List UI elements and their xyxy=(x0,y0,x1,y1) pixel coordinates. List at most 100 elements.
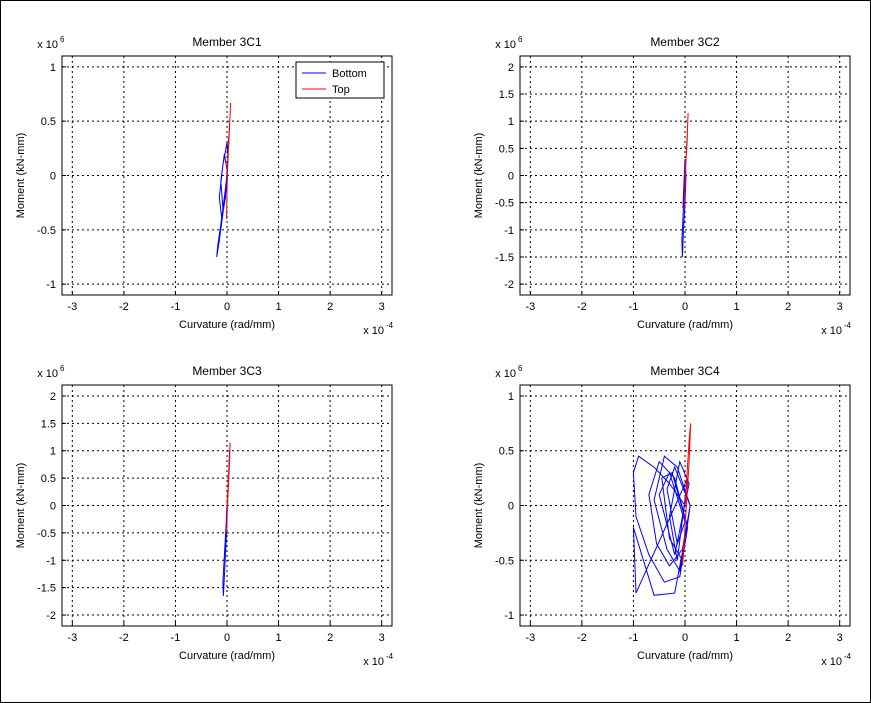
chart-title: Member 3C1 xyxy=(192,35,262,49)
x-axis-label: Curvature (rad/mm) xyxy=(179,650,275,662)
chart-panel-2: -3 -2 -1 0 1 2 3 -2 -1.5 -1 -0.5 0 0.5 1 1.5 2 Member 3C… xyxy=(473,35,852,337)
y-exponent-power: 6 xyxy=(60,364,65,373)
chart-title: Member 3C2 xyxy=(650,35,720,49)
y-tick-label: 1 xyxy=(50,446,56,458)
x-tick-label: 0 xyxy=(224,301,230,313)
y-axis-label: Moment (kN-mm) xyxy=(15,133,27,219)
series-line-bottom xyxy=(632,455,691,596)
y-tick-label: 0 xyxy=(508,501,514,513)
x-axis-label: Curvature (rad/mm) xyxy=(179,319,275,331)
x-exponent-power: -4 xyxy=(844,321,852,330)
x-exponent-label: x 10 xyxy=(363,325,384,337)
series-line-top xyxy=(226,442,231,533)
x-exponent-label: x 10 xyxy=(821,325,842,337)
y-exponent-power: 6 xyxy=(518,35,523,44)
x-tick-label: -3 xyxy=(67,632,77,644)
y-axis-label: Moment (kN-mm) xyxy=(473,463,485,549)
y-tick-label: 0.5 xyxy=(41,473,56,485)
x-tick-label: -2 xyxy=(577,632,587,644)
chart-title: Member 3C3 xyxy=(192,364,262,378)
chart-panel-1: -3 -2 -1 0 1 2 3 -1 -0.5 0 0.5 1 Member 3C1 Curvature… xyxy=(15,35,394,337)
x-tick-label: 1 xyxy=(734,301,740,313)
y-exponent-power: 6 xyxy=(60,35,65,44)
x-tick-label: -1 xyxy=(171,632,181,644)
x-tick-label: 1 xyxy=(276,301,282,313)
y-tick-label: 0.5 xyxy=(499,446,514,458)
legend: Bottom Top xyxy=(295,61,385,99)
y-tick-label: -2 xyxy=(504,279,514,291)
y-tick-label: -0.5 xyxy=(37,528,56,540)
y-exponent-label: x 10 xyxy=(495,368,516,380)
x-tick-label: -2 xyxy=(119,632,129,644)
x-tick-label: -1 xyxy=(629,632,639,644)
y-tick-label: 2 xyxy=(508,62,514,74)
x-tick-label: 0 xyxy=(224,632,230,644)
y-tick-label: 0.5 xyxy=(41,116,56,128)
series-line-top xyxy=(226,102,232,220)
x-tick-label: 2 xyxy=(785,632,791,644)
y-exponent-label: x 10 xyxy=(37,39,58,51)
x-axis-label: Curvature (rad/mm) xyxy=(637,319,733,331)
y-tick-label: 1 xyxy=(508,391,514,403)
x-tick-label: 2 xyxy=(327,301,333,313)
x-tick-label: 2 xyxy=(327,632,333,644)
y-tick-label: 1 xyxy=(50,62,56,74)
y-tick-label: -2 xyxy=(46,610,56,622)
x-exponent-label: x 10 xyxy=(821,656,842,668)
y-tick-label: -0.5 xyxy=(495,198,514,210)
chart-title: Member 3C4 xyxy=(650,364,720,378)
chart-panel-3: -3 -2 -1 0 1 2 3 -2 -1.5 -1 -0.5 0 0.5 1 1.5 2 Member 3C… xyxy=(15,364,394,668)
legend-box xyxy=(295,61,385,99)
y-exponent-label: x 10 xyxy=(495,39,516,51)
y-tick-label: 1.5 xyxy=(41,418,56,430)
x-tick-label: 0 xyxy=(682,301,688,313)
x-tick-label: -1 xyxy=(629,301,639,313)
x-tick-label: -2 xyxy=(577,301,587,313)
x-exponent-power: -4 xyxy=(386,652,394,661)
y-tick-label: -1 xyxy=(504,610,514,622)
x-tick-label: -3 xyxy=(525,301,535,313)
x-axis-label: Curvature (rad/mm) xyxy=(637,650,733,662)
x-tick-label: -1 xyxy=(171,301,181,313)
x-tick-label: -2 xyxy=(119,301,129,313)
y-tick-label: -1 xyxy=(46,555,56,567)
y-tick-label: -1 xyxy=(504,225,514,237)
series-line-top xyxy=(683,112,689,209)
y-tick-label: 0 xyxy=(50,171,56,183)
y-tick-label: 1.5 xyxy=(499,89,514,101)
y-axis-label: Moment (kN-mm) xyxy=(473,133,485,219)
y-tick-label: -0.5 xyxy=(37,225,56,237)
y-tick-label: -0.5 xyxy=(495,555,514,567)
x-tick-label: 3 xyxy=(837,301,843,313)
x-tick-label: 1 xyxy=(734,632,740,644)
series-line-bottom xyxy=(216,137,229,258)
y-tick-label: 0 xyxy=(50,501,56,513)
x-exponent-power: -4 xyxy=(844,652,852,661)
y-exponent-power: 6 xyxy=(518,364,523,373)
x-tick-label: 2 xyxy=(785,301,791,313)
legend-label-bottom: Bottom xyxy=(332,68,367,80)
y-tick-label: -1.5 xyxy=(37,583,56,595)
x-exponent-label: x 10 xyxy=(363,656,384,668)
series-line-top xyxy=(681,423,692,566)
y-tick-label: 2 xyxy=(50,391,56,403)
x-tick-label: 3 xyxy=(837,632,843,644)
x-tick-label: -3 xyxy=(525,632,535,644)
y-tick-label: -1.5 xyxy=(495,252,514,264)
x-tick-label: 0 xyxy=(682,632,688,644)
y-tick-label: 0.5 xyxy=(499,143,514,155)
legend-label-top: Top xyxy=(332,84,350,96)
chart-panel-4: -3 -2 -1 0 1 2 3 -1 -0.5 0 0.5 1 Member 3C4 Curvature… xyxy=(473,364,852,668)
y-tick-label: 0 xyxy=(508,171,514,183)
x-exponent-power: -4 xyxy=(386,321,394,330)
y-tick-label: -1 xyxy=(46,279,56,291)
x-tick-label: 3 xyxy=(379,301,385,313)
y-axis-label: Moment (kN-mm) xyxy=(15,463,27,549)
y-tick-label: 1 xyxy=(508,116,514,128)
x-tick-label: 1 xyxy=(276,632,282,644)
x-tick-label: 3 xyxy=(379,632,385,644)
y-exponent-label: x 10 xyxy=(37,368,58,380)
x-tick-label: -3 xyxy=(67,301,77,313)
